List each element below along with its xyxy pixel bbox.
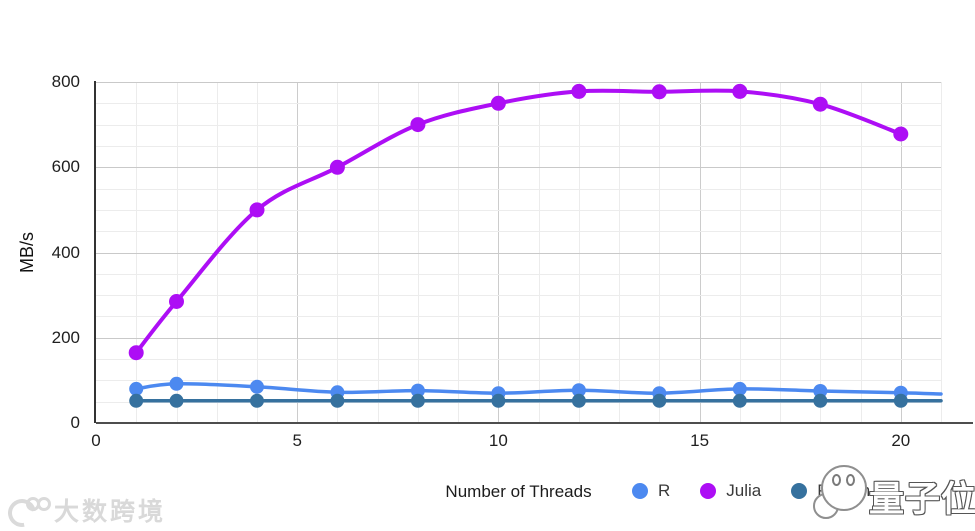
gridline-horizontal [96, 359, 941, 361]
gridline-horizontal [96, 380, 941, 382]
grid-layer [96, 82, 942, 423]
series-point-python [732, 393, 747, 408]
gridline-horizontal [96, 295, 941, 297]
gridline-horizontal [96, 209, 941, 211]
gridline-horizontal [96, 231, 941, 233]
x-tick-label: 0 [91, 431, 101, 450]
y-axis-line [94, 81, 96, 423]
python-series-swatch-icon [791, 483, 808, 499]
series-line-julia [134, 88, 903, 355]
series-point-julia [169, 294, 184, 309]
gridline-horizontal [96, 188, 941, 190]
legend-item-r: R [632, 481, 670, 501]
x-tick-label: 15 [690, 431, 710, 450]
series-point-julia [571, 83, 587, 99]
series-point-python [410, 393, 425, 408]
qbitai-face-icon [821, 465, 867, 511]
series-layer [128, 83, 943, 408]
series-point-julia [249, 202, 265, 218]
y-tick-label: 0 [70, 413, 80, 432]
x-tick-label: 10 [488, 431, 508, 450]
series-point-python [571, 393, 586, 408]
watermark-dashukuajing-text: 大数跨境 [54, 497, 167, 526]
series-point-python [129, 393, 144, 408]
series-point-r [410, 383, 425, 398]
series-point-python [250, 393, 264, 408]
series-point-r [813, 384, 828, 398]
x-axis-title: Number of Threads [445, 482, 592, 501]
gridline-horizontal [96, 337, 941, 339]
series-point-julia [410, 117, 426, 133]
series-point-r [129, 381, 144, 396]
gridline-horizontal [96, 124, 941, 126]
series-point-python [893, 393, 908, 408]
series-point-julia [732, 83, 748, 99]
gridline-horizontal [96, 145, 941, 147]
watermark-qbitai: 量子位 [813, 459, 975, 525]
y-axis-ticks: 0 200 400 600 800 [0, 72, 86, 432]
series-point-r [169, 376, 184, 391]
gridline-horizontal [96, 273, 941, 275]
dashukuajing-logo-icon [2, 493, 51, 531]
series-point-julia [329, 159, 345, 175]
series-point-r [732, 381, 747, 396]
watermark-dashukuajing: 大数跨境 [2, 493, 167, 531]
gridline-horizontal [96, 167, 941, 169]
y-tick-label: 200 [51, 327, 80, 347]
series-point-python [491, 393, 506, 408]
x-axis-line [96, 422, 973, 424]
series-point-python [652, 393, 667, 408]
series-point-julia [651, 84, 667, 100]
series-point-python [813, 393, 828, 408]
y-tick-label: 800 [51, 72, 80, 91]
legend-item-julia: Julia [700, 481, 761, 501]
gridline-horizontal [96, 316, 941, 318]
gridline-horizontal [96, 82, 941, 83]
series-point-r [571, 383, 586, 398]
series-point-julia [490, 95, 506, 111]
y-tick-label: 400 [51, 242, 80, 262]
julia-series-swatch-icon [700, 483, 717, 499]
r-series-swatch-icon [632, 483, 648, 499]
gridline-horizontal [96, 103, 941, 105]
series-point-r [250, 379, 264, 394]
plot-area [96, 82, 943, 423]
series-point-julia [812, 96, 828, 112]
legend-label-r: R [658, 481, 671, 500]
y-tick-label: 600 [51, 157, 80, 177]
gridline-vertical [941, 82, 942, 423]
series-point-julia [128, 345, 144, 361]
series-point-python [330, 393, 345, 408]
series-point-python [169, 393, 184, 408]
x-tick-label: 5 [292, 431, 302, 450]
x-axis-ticks: 0 5 10 15 20 [91, 431, 941, 453]
watermark-qbitai-text: 量子位 [869, 480, 975, 520]
series-point-julia [893, 126, 909, 142]
legend-label-julia: Julia [726, 481, 762, 500]
x-tick-label: 20 [891, 431, 911, 450]
gridline-horizontal [96, 252, 941, 254]
